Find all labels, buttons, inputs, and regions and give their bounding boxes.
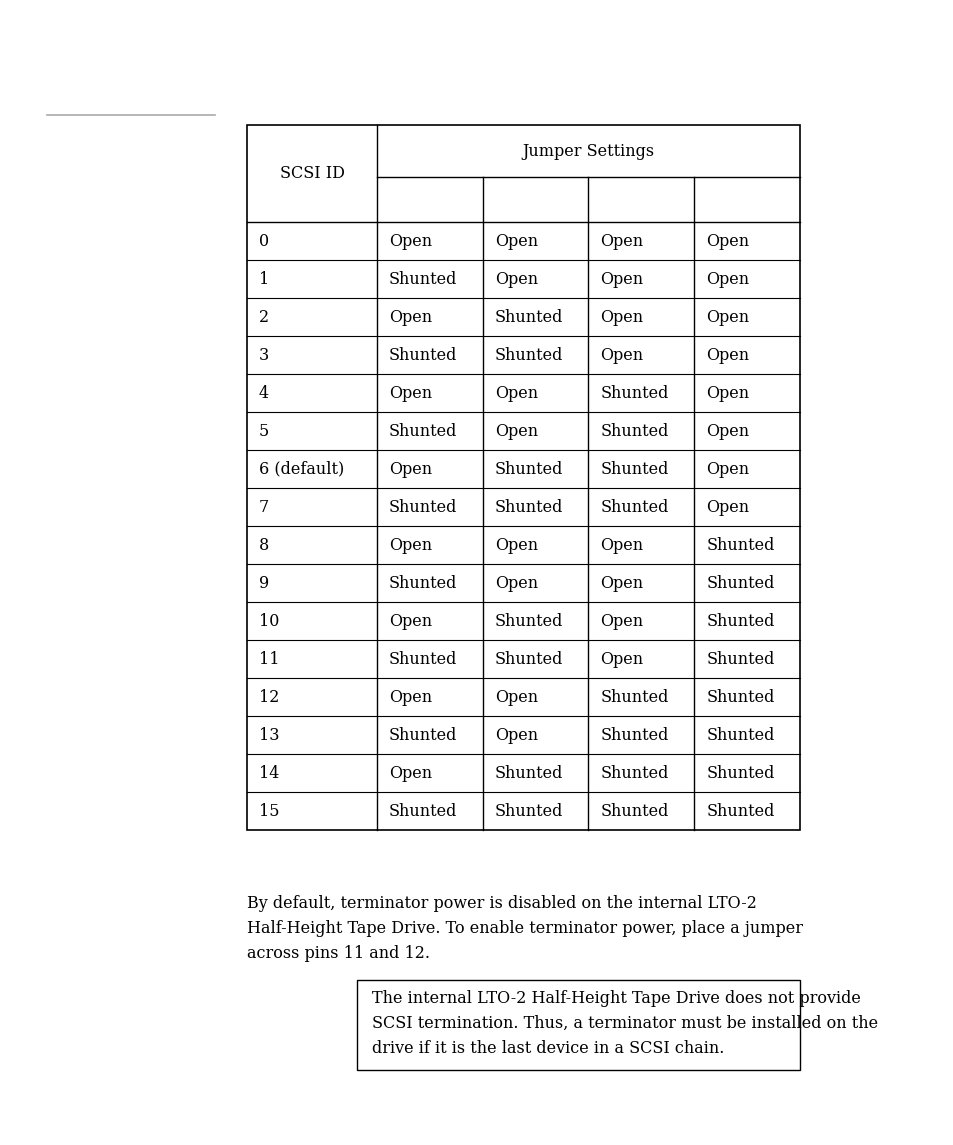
Text: Shunted: Shunted — [705, 650, 774, 668]
Text: 7: 7 — [258, 498, 269, 515]
Text: Shunted: Shunted — [599, 385, 668, 402]
Text: Open: Open — [495, 575, 537, 592]
Text: 15: 15 — [258, 803, 279, 820]
Text: Shunted: Shunted — [389, 270, 456, 287]
Text: Open: Open — [705, 308, 749, 325]
Text: 14: 14 — [258, 765, 279, 782]
Text: Open: Open — [599, 232, 643, 250]
Text: Jumper Settings: Jumper Settings — [522, 142, 654, 159]
Text: 5: 5 — [258, 423, 269, 440]
Text: Shunted: Shunted — [495, 613, 562, 630]
Text: Open: Open — [389, 765, 432, 782]
Text: Shunted: Shunted — [495, 765, 562, 782]
Text: Open: Open — [599, 650, 643, 668]
Text: Open: Open — [705, 423, 749, 440]
Bar — [247, 125, 800, 830]
Text: 1: 1 — [258, 270, 269, 287]
Text: Shunted: Shunted — [389, 650, 456, 668]
Text: 13: 13 — [258, 726, 279, 743]
Text: Open: Open — [705, 347, 749, 363]
Text: SCSI ID: SCSI ID — [279, 165, 344, 182]
Bar — [356, 980, 800, 1069]
Text: Open: Open — [705, 385, 749, 402]
Text: Open: Open — [599, 308, 643, 325]
Text: Open: Open — [599, 575, 643, 592]
Text: Open: Open — [389, 460, 432, 477]
Text: Open: Open — [599, 537, 643, 553]
Text: Open: Open — [599, 613, 643, 630]
Text: Shunted: Shunted — [599, 765, 668, 782]
Text: Shunted: Shunted — [599, 803, 668, 820]
Text: Open: Open — [705, 498, 749, 515]
Text: 12: 12 — [258, 688, 279, 705]
Text: Open: Open — [495, 232, 537, 250]
Text: Open: Open — [495, 688, 537, 705]
Text: Open: Open — [495, 423, 537, 440]
Text: 2: 2 — [258, 308, 269, 325]
Text: Shunted: Shunted — [495, 650, 562, 668]
Text: Shunted: Shunted — [389, 498, 456, 515]
Text: Open: Open — [705, 232, 749, 250]
Text: Shunted: Shunted — [705, 726, 774, 743]
Text: 6 (default): 6 (default) — [258, 460, 344, 477]
Text: Shunted: Shunted — [495, 460, 562, 477]
Text: Shunted: Shunted — [705, 613, 774, 630]
Text: Shunted: Shunted — [599, 423, 668, 440]
Text: By default, terminator power is disabled on the internal LTO-2
Half-Height Tape : By default, terminator power is disabled… — [247, 895, 802, 962]
Text: Open: Open — [495, 270, 537, 287]
Text: Shunted: Shunted — [599, 460, 668, 477]
Text: Shunted: Shunted — [495, 498, 562, 515]
Text: Open: Open — [599, 270, 643, 287]
Text: Shunted: Shunted — [705, 537, 774, 553]
Text: Shunted: Shunted — [389, 347, 456, 363]
Text: 10: 10 — [258, 613, 279, 630]
Text: Shunted: Shunted — [495, 803, 562, 820]
Text: Shunted: Shunted — [389, 726, 456, 743]
Text: Open: Open — [495, 385, 537, 402]
Text: The internal LTO-2 Half-Height Tape Drive does not provide
SCSI termination. Thu: The internal LTO-2 Half-Height Tape Driv… — [372, 990, 877, 1057]
Text: Shunted: Shunted — [389, 575, 456, 592]
Text: Open: Open — [495, 537, 537, 553]
Text: Open: Open — [495, 726, 537, 743]
Text: Shunted: Shunted — [705, 765, 774, 782]
Text: Shunted: Shunted — [495, 308, 562, 325]
Text: Shunted: Shunted — [599, 498, 668, 515]
Text: Shunted: Shunted — [599, 726, 668, 743]
Text: 8: 8 — [258, 537, 269, 553]
Text: Open: Open — [389, 308, 432, 325]
Text: Open: Open — [389, 232, 432, 250]
Text: Shunted: Shunted — [389, 803, 456, 820]
Text: Open: Open — [389, 385, 432, 402]
Text: 9: 9 — [258, 575, 269, 592]
Text: Shunted: Shunted — [705, 803, 774, 820]
Text: Open: Open — [389, 688, 432, 705]
Text: 0: 0 — [258, 232, 269, 250]
Text: Shunted: Shunted — [599, 688, 668, 705]
Text: Shunted: Shunted — [705, 688, 774, 705]
Text: Open: Open — [705, 460, 749, 477]
Text: 4: 4 — [258, 385, 269, 402]
Text: Open: Open — [389, 613, 432, 630]
Text: Open: Open — [389, 537, 432, 553]
Text: Open: Open — [599, 347, 643, 363]
Text: Shunted: Shunted — [705, 575, 774, 592]
Text: Shunted: Shunted — [495, 347, 562, 363]
Text: 11: 11 — [258, 650, 279, 668]
Text: Open: Open — [705, 270, 749, 287]
Text: 3: 3 — [258, 347, 269, 363]
Text: Shunted: Shunted — [389, 423, 456, 440]
